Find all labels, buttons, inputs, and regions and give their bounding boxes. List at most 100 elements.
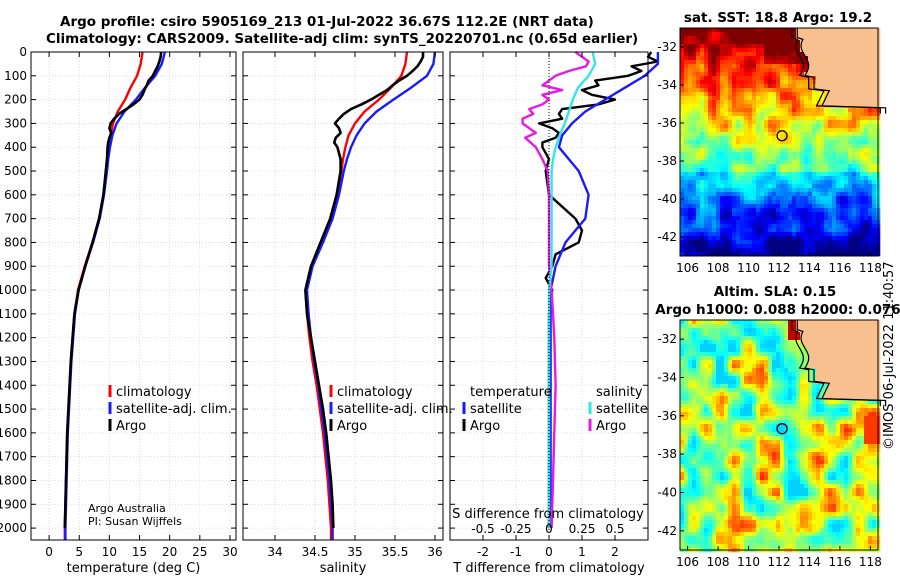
y-tick-label: -34 (657, 78, 677, 92)
sst-map-title: sat. SST: 18.8 Argo: 19.2 (684, 10, 872, 26)
plot-frame (30, 51, 237, 541)
y-tick-label: -32 (657, 40, 677, 54)
sla-map-panel: Altim. SLA: 0.15 Argo h1000: 0.088 h2000:… (655, 284, 900, 569)
secondary-x-tick-label: 0.25 (569, 522, 596, 536)
x-tick-label: 25 (192, 545, 207, 559)
x-tick-label: 15 (132, 545, 147, 559)
plot-frame (242, 51, 444, 541)
y-tick-label: 700 (4, 212, 27, 226)
y-tick-label: 1200 (0, 331, 27, 345)
x-axis-label: T difference from climatology (452, 561, 645, 576)
legend-salinity-argo-label: Argo (596, 419, 626, 434)
isobath-contour (791, 320, 881, 407)
legend-salinity-satellite-label: satellite (596, 402, 648, 417)
y-tick-label: -40 (657, 486, 677, 500)
secondary-x-axis-label: S difference from climatology (452, 507, 644, 522)
credit-line-2: PI: Susan Wijffels (88, 515, 182, 528)
x-tick-label: 0 (545, 545, 553, 559)
y-tick-label: 1000 (0, 283, 27, 297)
series-satellite-adj-clim (305, 51, 437, 540)
x-tick-label: 36 (427, 545, 442, 559)
y-tick-label: -38 (657, 447, 677, 461)
isobath-contour (791, 28, 881, 114)
x-tick-label: 112 (768, 555, 791, 569)
x-tick-label: -1 (510, 545, 522, 559)
series-argo (63, 51, 163, 529)
sst-map-panel: sat. SST: 18.8 Argo: 19.2 106 108 110 112 114… (657, 10, 887, 275)
series-satellite-adj-clim (64, 51, 167, 540)
x-tick-label: 114 (798, 261, 821, 275)
y-tick-label: 200 (4, 93, 27, 107)
y-tick-label: 1800 (0, 473, 27, 487)
series-argo (304, 52, 425, 529)
legend-argo-label: Argo (337, 419, 367, 434)
map-field-cells (680, 320, 881, 553)
y-tick-label: 0 (19, 45, 27, 59)
sla-map-subtitle: Argo h1000: 0.088 h2000: 0.076 (655, 302, 900, 318)
y-tick-label: 900 (4, 259, 27, 273)
difference-profile-panel: -2 -1 0 1 2 T difference from climatology S di… (449, 51, 660, 576)
y-tick-label: 1900 (0, 497, 27, 511)
series-temperature-satellite (549, 52, 660, 529)
secondary-x-tick-label: 0 (545, 522, 553, 536)
y-tick-label: 600 (4, 188, 27, 202)
x-tick-label: 35.5 (382, 545, 409, 559)
series-temperature-argo (537, 51, 660, 529)
legend-temperature-heading: temperature (470, 385, 552, 400)
x-tick-label: 118 (859, 261, 882, 275)
legend-temperature-satellite-label: satellite (470, 402, 522, 417)
legend-argo-label: Argo (116, 419, 146, 434)
y-tick-label: 1300 (0, 354, 27, 368)
salinity-profile-panel: 34 34.5 35 35.5 36 salinity climatology satelli… (242, 51, 453, 576)
y-tick-label: -36 (657, 409, 677, 423)
series-salinity-satellite (547, 51, 597, 529)
x-tick-label: 110 (737, 555, 760, 569)
argo-position-marker (776, 130, 788, 142)
y-tick-label: 1600 (0, 426, 27, 440)
x-tick-label: 108 (707, 261, 730, 275)
x-tick-label: 20 (162, 545, 177, 559)
timestamp-stamp: ©IMOS 06-Jul-2022 11:40:57 (882, 261, 897, 450)
secondary-x-tick-label: 0.5 (605, 522, 624, 536)
y-tick-label: -36 (657, 116, 677, 130)
y-tick-label: -34 (657, 371, 677, 385)
legend-satellite-adj-clim-label: satellite-adj. clim. (116, 402, 232, 417)
legend-climatology-label: climatology (116, 385, 192, 400)
y-tick-label: 1500 (0, 402, 27, 416)
y-tick-label: 400 (4, 140, 27, 154)
x-tick-label: 0 (45, 545, 53, 559)
x-axis-label: temperature (deg C) (67, 561, 201, 576)
y-tick-label: 300 (4, 116, 27, 130)
y-tick-label: 500 (4, 164, 27, 178)
y-tick-label: 1700 (0, 450, 27, 464)
legend-temperature-argo-label: Argo (470, 419, 500, 434)
coastline (796, 28, 887, 114)
y-tick-label: 1100 (0, 307, 27, 321)
argo-position-marker (776, 423, 788, 435)
x-tick-label: 35 (347, 545, 362, 559)
x-tick-label: 2 (611, 545, 619, 559)
x-tick-label: 114 (798, 555, 821, 569)
x-tick-label: 108 (707, 555, 730, 569)
y-tick-label: -42 (657, 230, 677, 244)
coastline (796, 320, 887, 407)
figure-title-line-2: Climatology: CARS2009. Satellite-adj cli… (46, 31, 639, 47)
x-tick-label: 1 (578, 545, 586, 559)
x-tick-label: 34 (267, 545, 282, 559)
y-tick-label: 100 (4, 69, 27, 83)
figure-title-line-1: Argo profile: csiro 5905169_213 01-Jul-2… (60, 14, 594, 30)
x-tick-label: 116 (828, 555, 851, 569)
secondary-x-tick-label: -0.25 (500, 522, 531, 536)
x-tick-label: 110 (737, 261, 760, 275)
x-tick-label: 118 (859, 555, 882, 569)
x-tick-label: 116 (828, 261, 851, 275)
legend-salinity-heading: salinity (596, 385, 643, 400)
x-tick-label: 30 (222, 545, 237, 559)
x-tick-label: 112 (768, 261, 791, 275)
series-salinity-argo (521, 51, 590, 529)
y-tick-label: -40 (657, 192, 677, 206)
y-tick-label: -42 (657, 524, 677, 538)
temperature-profile-panel: 0 5 10 15 20 25 30 temperature (deg C) 0 100 200 30… (0, 45, 238, 576)
x-tick-label: 106 (676, 261, 699, 275)
